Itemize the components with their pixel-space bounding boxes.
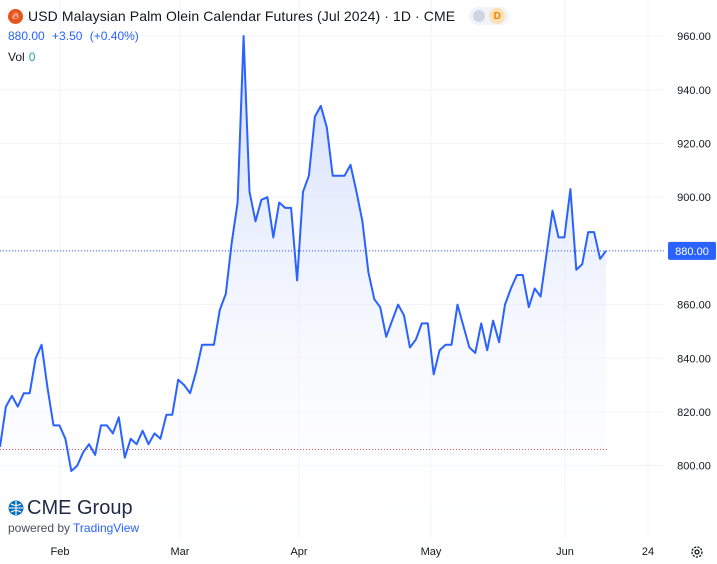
interval-badge: D	[489, 8, 506, 24]
settings-gear-svg	[691, 546, 703, 558]
x-tick-label: 24	[642, 546, 654, 558]
status-pill[interactable]: D	[469, 7, 510, 25]
volume-row[interactable]: Vol 0	[8, 50, 509, 64]
last-price-label: 880.00	[668, 241, 716, 260]
last-price-label-text: 880.00	[675, 246, 709, 258]
x-tick-label: Jun	[556, 546, 574, 558]
x-tick-label: May	[421, 546, 442, 558]
y-tick-label: 940.00	[677, 85, 711, 97]
gear-icon[interactable]	[690, 545, 704, 564]
price-line	[0, 35, 607, 472]
x-tick-label: Apr	[290, 546, 307, 558]
x-tick-label: Feb	[51, 546, 70, 558]
price-change-percent: (+0.40%)	[89, 29, 139, 43]
y-tick-label: 960.00	[677, 31, 711, 43]
price-row: 880.00 +3.50 (+0.40%)	[8, 29, 509, 43]
market-status-dot	[473, 10, 486, 22]
time-axis[interactable]: Feb Mar Apr May Jun 24	[51, 546, 655, 558]
y-tick-label: 900.00	[677, 192, 711, 204]
cme-globe-icon	[8, 500, 24, 516]
volume-value: 0	[28, 50, 36, 64]
symbol-title-row: 🔥︎ USD Malaysian Palm Olein Calendar Fut…	[8, 6, 510, 26]
y-tick-label: 820.00	[677, 407, 711, 419]
brand-name: CME Group	[27, 496, 133, 519]
last-price: 880.00	[8, 29, 45, 43]
price-change: +3.50	[52, 29, 83, 43]
y-tick-label: 800.00	[677, 461, 711, 473]
tradingview-link[interactable]: TradingView	[73, 521, 140, 535]
flame-icon: 🔥︎	[8, 8, 23, 24]
volume-label: Vol	[8, 50, 25, 64]
y-tick-label: 840.00	[677, 353, 711, 365]
powered-by: powered by TradingView	[8, 521, 139, 535]
chart-legend: 🔥︎ USD Malaysian Palm Olein Calendar Fut…	[8, 6, 510, 64]
last-price-label-bg	[668, 241, 716, 260]
price-area-fill	[0, 36, 606, 538]
y-tick-label: 860.00	[677, 300, 711, 312]
symbol-title[interactable]: USD Malaysian Palm Olein Calendar Future…	[28, 8, 456, 24]
y-tick-label: 920.00	[677, 138, 711, 150]
watermark[interactable]: CME Group powered by TradingView	[8, 497, 139, 536]
x-tick-label: Mar	[171, 546, 190, 558]
powered-by-prefix: powered by	[8, 521, 71, 535]
cme-group-logo: CME Group	[8, 497, 139, 519]
